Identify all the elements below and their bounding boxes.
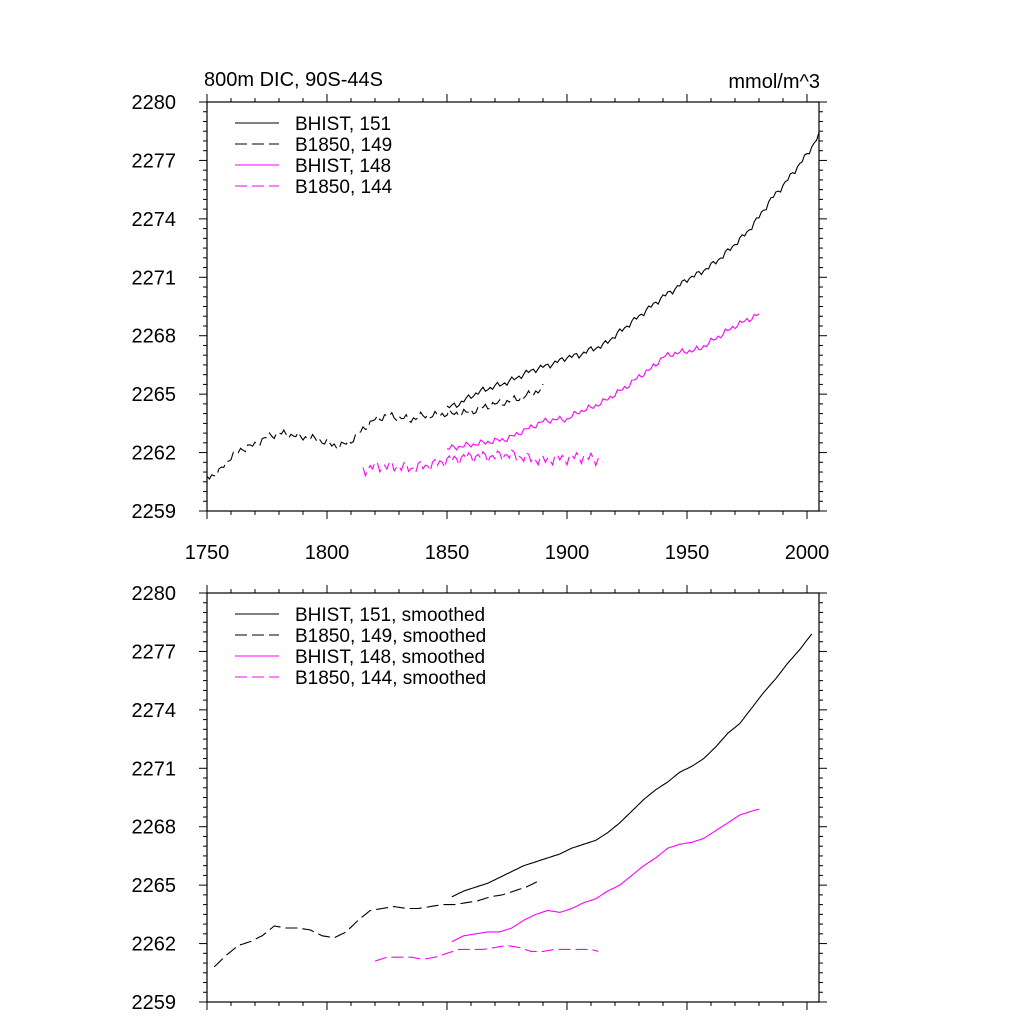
legend-label: BHIST, 148, smoothed <box>295 647 485 668</box>
top-panel: 2259 2262 2265 2268 2271 2274 2277 2280 1750 1800… <box>132 92 830 564</box>
legend-label: BHIST, 151, smoothed <box>295 605 485 626</box>
x-tick-label: 1750 <box>185 542 230 564</box>
series-line <box>451 808 760 943</box>
y-tick-label: 2268 <box>132 817 177 839</box>
series-line <box>206 383 544 480</box>
y-tick-label: 2280 <box>132 92 177 114</box>
y-tick-label: 2265 <box>132 875 177 897</box>
series-line <box>446 132 820 409</box>
y-tick-label: 2262 <box>132 443 177 465</box>
series-line <box>451 633 813 898</box>
legend-label: B1850, 144, smoothed <box>295 668 486 689</box>
y-tick-label: 2271 <box>132 267 177 289</box>
series-line <box>362 449 604 478</box>
y-tick-label: 2262 <box>132 934 177 956</box>
x-tick-label: 1950 <box>665 542 710 564</box>
y-tick-label: 2277 <box>132 641 177 663</box>
x-tick-label: 1900 <box>545 542 590 564</box>
legend-label: B1850, 149 <box>295 135 392 156</box>
y-tick-label: 2259 <box>132 992 177 1014</box>
y-tick-label: 2259 <box>132 501 177 523</box>
figure-units: mmol/m^3 <box>728 71 820 93</box>
legend-label: BHIST, 151 <box>295 114 391 135</box>
y-tick-label: 2265 <box>132 384 177 406</box>
x-tick-label: 2000 <box>785 542 830 564</box>
y-tick-label: 2271 <box>132 758 177 780</box>
y-tick-label: 2280 <box>132 583 177 605</box>
x-tick-label: 1800 <box>305 542 350 564</box>
legend-label: B1850, 149, smoothed <box>295 626 486 647</box>
series-line <box>213 880 539 968</box>
y-tick-label: 2277 <box>132 150 177 172</box>
series-line <box>446 313 760 451</box>
legend-label: BHIST, 148 <box>295 156 391 177</box>
bottom-panel: 2259 2262 2265 2268 2271 2274 2277 2280 BHIST, 1… <box>132 583 827 1014</box>
y-tick-label: 2268 <box>132 326 177 348</box>
legend-label: B1850, 144 <box>295 177 393 198</box>
x-tick-label: 1850 <box>425 542 470 564</box>
series-line <box>374 944 599 962</box>
y-tick-label: 2274 <box>132 209 177 231</box>
figure-title: 800m DIC, 90S-44S <box>204 69 383 91</box>
y-tick-label: 2274 <box>132 700 177 722</box>
